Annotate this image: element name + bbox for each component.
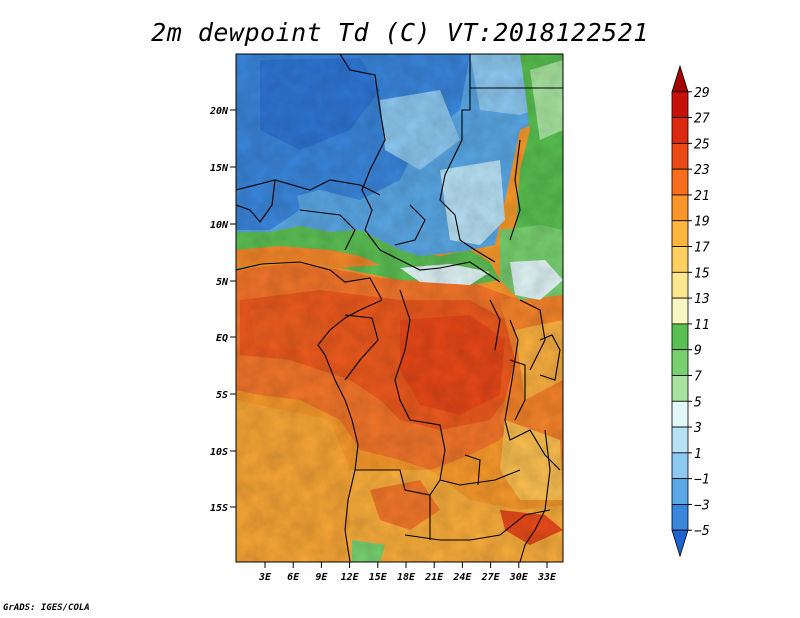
lon-label: 15E <box>369 572 388 583</box>
colorbar-label: −5 <box>694 524 710 539</box>
colorbar-swatch <box>671 478 689 505</box>
grads-credit: GrADS: IGES/COLA <box>3 603 90 613</box>
lat-label: 20N <box>209 106 229 117</box>
colorbar-swatch <box>671 220 689 247</box>
colorbar-swatch <box>671 194 689 222</box>
colorbar-swatch <box>671 64 689 93</box>
colorbar-swatch <box>671 297 689 325</box>
colorbar-label: 15 <box>694 266 710 281</box>
lon-label: 27E <box>481 572 501 583</box>
lon-label: 30E <box>509 572 529 583</box>
colorbar-label: −1 <box>694 473 710 488</box>
lat-label: 15S <box>210 503 228 514</box>
colorbar-label: 9 <box>694 344 702 359</box>
colorbar-swatch <box>671 142 689 170</box>
lat-label: 10S <box>210 447 228 458</box>
colorbar-swatch <box>671 452 689 480</box>
colorbar-swatch <box>671 349 689 376</box>
colorbar-swatch <box>671 504 689 531</box>
colorbar-label: 29 <box>694 86 710 101</box>
colorbar-swatch <box>671 529 689 558</box>
colorbar-label: 13 <box>694 292 710 307</box>
lon-label: 24E <box>452 572 472 583</box>
lon-label: 18E <box>397 572 416 583</box>
dewpoint-field <box>236 54 563 562</box>
colorbar-label: 11 <box>694 318 710 333</box>
lon-label: 12E <box>341 572 360 583</box>
lat-label: 5S <box>216 390 228 401</box>
colorbar-label: 1 <box>694 447 702 462</box>
map-title: 2m dewpoint Td (C) VT:2018122521 <box>151 18 649 47</box>
lat-label: 10N <box>210 220 229 231</box>
colorbar: 29 27 25 23 21 19 17 15 13 11 9 7 5 3 1 −1 −3 −5 <box>671 64 710 558</box>
colorbar-swatch <box>671 91 689 118</box>
lat-label: EQ <box>216 333 228 344</box>
colorbar-label: 5 <box>694 395 702 410</box>
colorbar-label: 7 <box>694 369 702 384</box>
colorbar-swatch <box>671 117 689 144</box>
colorbar-swatch <box>671 400 689 428</box>
colorbar-label: 3 <box>693 421 702 436</box>
longitude-axis: 3E 6E 9E 12E 15E 18E 21E 24E 27E 30E 33E <box>258 562 557 583</box>
colorbar-label: −3 <box>694 498 710 513</box>
lon-label: 6E <box>287 572 300 583</box>
colorbar-label: 27 <box>694 112 710 127</box>
colorbar-swatch <box>671 168 689 196</box>
colorbar-swatch <box>671 323 689 351</box>
lon-label: 9E <box>315 572 328 583</box>
lon-label: 3E <box>258 572 272 583</box>
latitude-axis: 20N 15N 10N 5N EQ 5S 10S 15S <box>209 106 236 514</box>
colorbar-label: 19 <box>694 215 710 230</box>
colorbar-label: 17 <box>694 241 710 256</box>
country-borders <box>236 54 563 562</box>
colorbar-swatch <box>671 271 689 299</box>
colorbar-swatch <box>671 426 689 454</box>
lon-label: 21E <box>424 572 444 583</box>
colorbar-swatch <box>671 246 689 273</box>
colorbar-label: 23 <box>694 163 710 178</box>
lon-label: 33E <box>537 572 557 583</box>
colorbar-swatch <box>671 375 689 402</box>
lat-label: 15N <box>210 163 229 174</box>
colorbar-label: 25 <box>694 137 710 152</box>
lat-label: 5N <box>216 277 229 288</box>
colorbar-label: 21 <box>694 189 710 204</box>
